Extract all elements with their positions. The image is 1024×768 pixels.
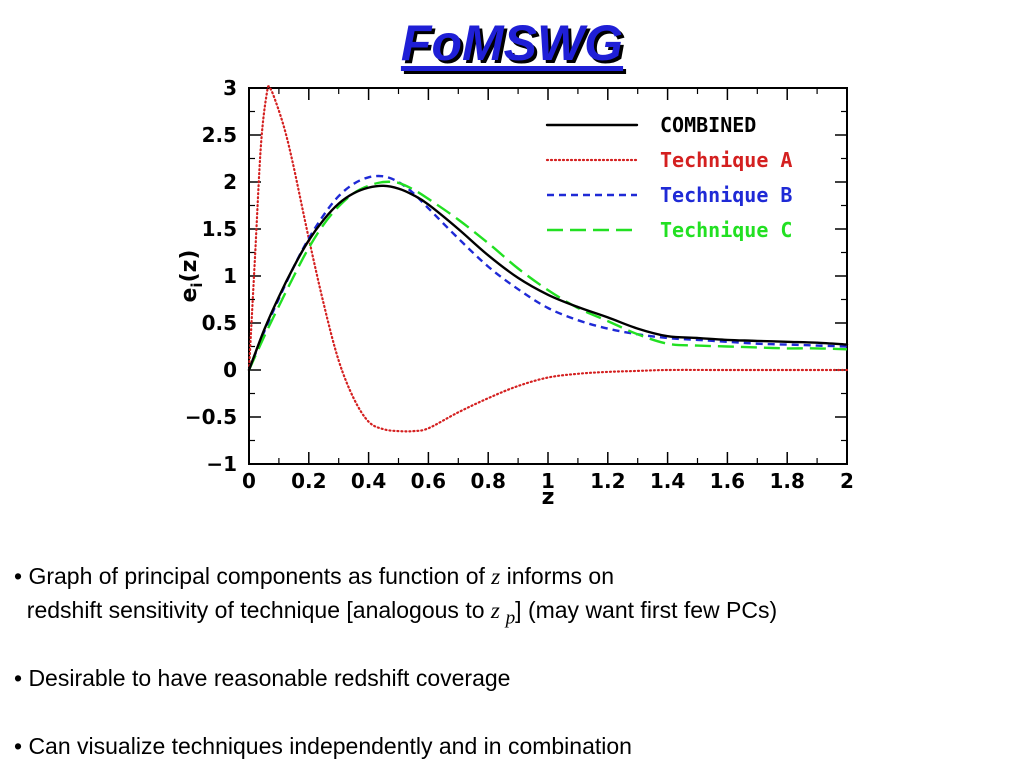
legend-label-technique-b: Technique B xyxy=(660,183,792,207)
bullet-1-math-z: z xyxy=(491,564,501,589)
legend-label-technique-c: Technique C xyxy=(660,218,792,242)
x-tick-label: 1.2 xyxy=(590,469,625,493)
bullet-principal-components: • Graph of principal components as funct… xyxy=(14,560,614,593)
legend-label-combined: COMBINED xyxy=(660,113,756,137)
x-tick-label: 0.2 xyxy=(291,469,326,493)
y-tick-label: −1 xyxy=(206,452,237,476)
x-tick-label: 1.8 xyxy=(769,469,804,493)
y-tick-label: 0.5 xyxy=(202,311,237,335)
x-tick-label: 0.6 xyxy=(411,469,446,493)
bullet-2-math-z: z xyxy=(490,598,506,623)
series-line-combined xyxy=(247,184,849,372)
bullet-1-text-end: informs on xyxy=(500,563,614,589)
bullet-2-math-sub-p: p xyxy=(505,607,516,629)
bullet-1-text-start: • Graph of principal components as funct… xyxy=(14,563,492,589)
x-tick-label: 2 xyxy=(840,469,854,493)
x-tick-label: 1 xyxy=(541,469,555,493)
bullet-redshift-coverage: • Desirable to have reasonable redshift … xyxy=(14,665,511,691)
series-line-technique-a xyxy=(247,85,849,433)
bullet-2-text-start: redshift sensitivity of technique [analo… xyxy=(14,597,491,623)
y-tick-label: 2.5 xyxy=(202,123,237,147)
legend-label-technique-a: Technique A xyxy=(660,148,792,172)
x-tick-label: 0.4 xyxy=(351,469,386,493)
bullet-redshift-sensitivity: redshift sensitivity of technique [analo… xyxy=(14,594,777,635)
series-line-technique-c xyxy=(247,180,848,371)
y-tick-label: 1.5 xyxy=(202,217,237,241)
y-tick-label: 1 xyxy=(223,264,237,288)
bullet-2-text-end: ] (may want first few PCs) xyxy=(515,597,778,623)
plot-frame xyxy=(248,87,848,465)
y-tick-label: −0.5 xyxy=(185,405,237,429)
y-axis-label: ei(z) xyxy=(177,250,206,303)
x-tick-label: 0.8 xyxy=(470,469,505,493)
slide-title: FoMSWG xyxy=(400,15,624,71)
y-tick-label: 2 xyxy=(223,170,237,194)
y-tick-label: 0 xyxy=(223,358,237,382)
bullet-visualize-techniques: • Can visualize techniques independently… xyxy=(14,733,632,759)
x-axis-label: z xyxy=(542,485,555,510)
x-tick-label: 1.4 xyxy=(650,469,685,493)
x-tick-label: 1.6 xyxy=(710,469,745,493)
principal-components-chart: 0 0.2 0.4 0.6 0.8 1 1.2 1.4 1.6 1.8 2 3 2.5 2 1.5 1 0.5 0… xyxy=(177,76,854,510)
y-tick-label: 3 xyxy=(223,76,237,100)
x-tick-label: 0 xyxy=(242,469,256,493)
